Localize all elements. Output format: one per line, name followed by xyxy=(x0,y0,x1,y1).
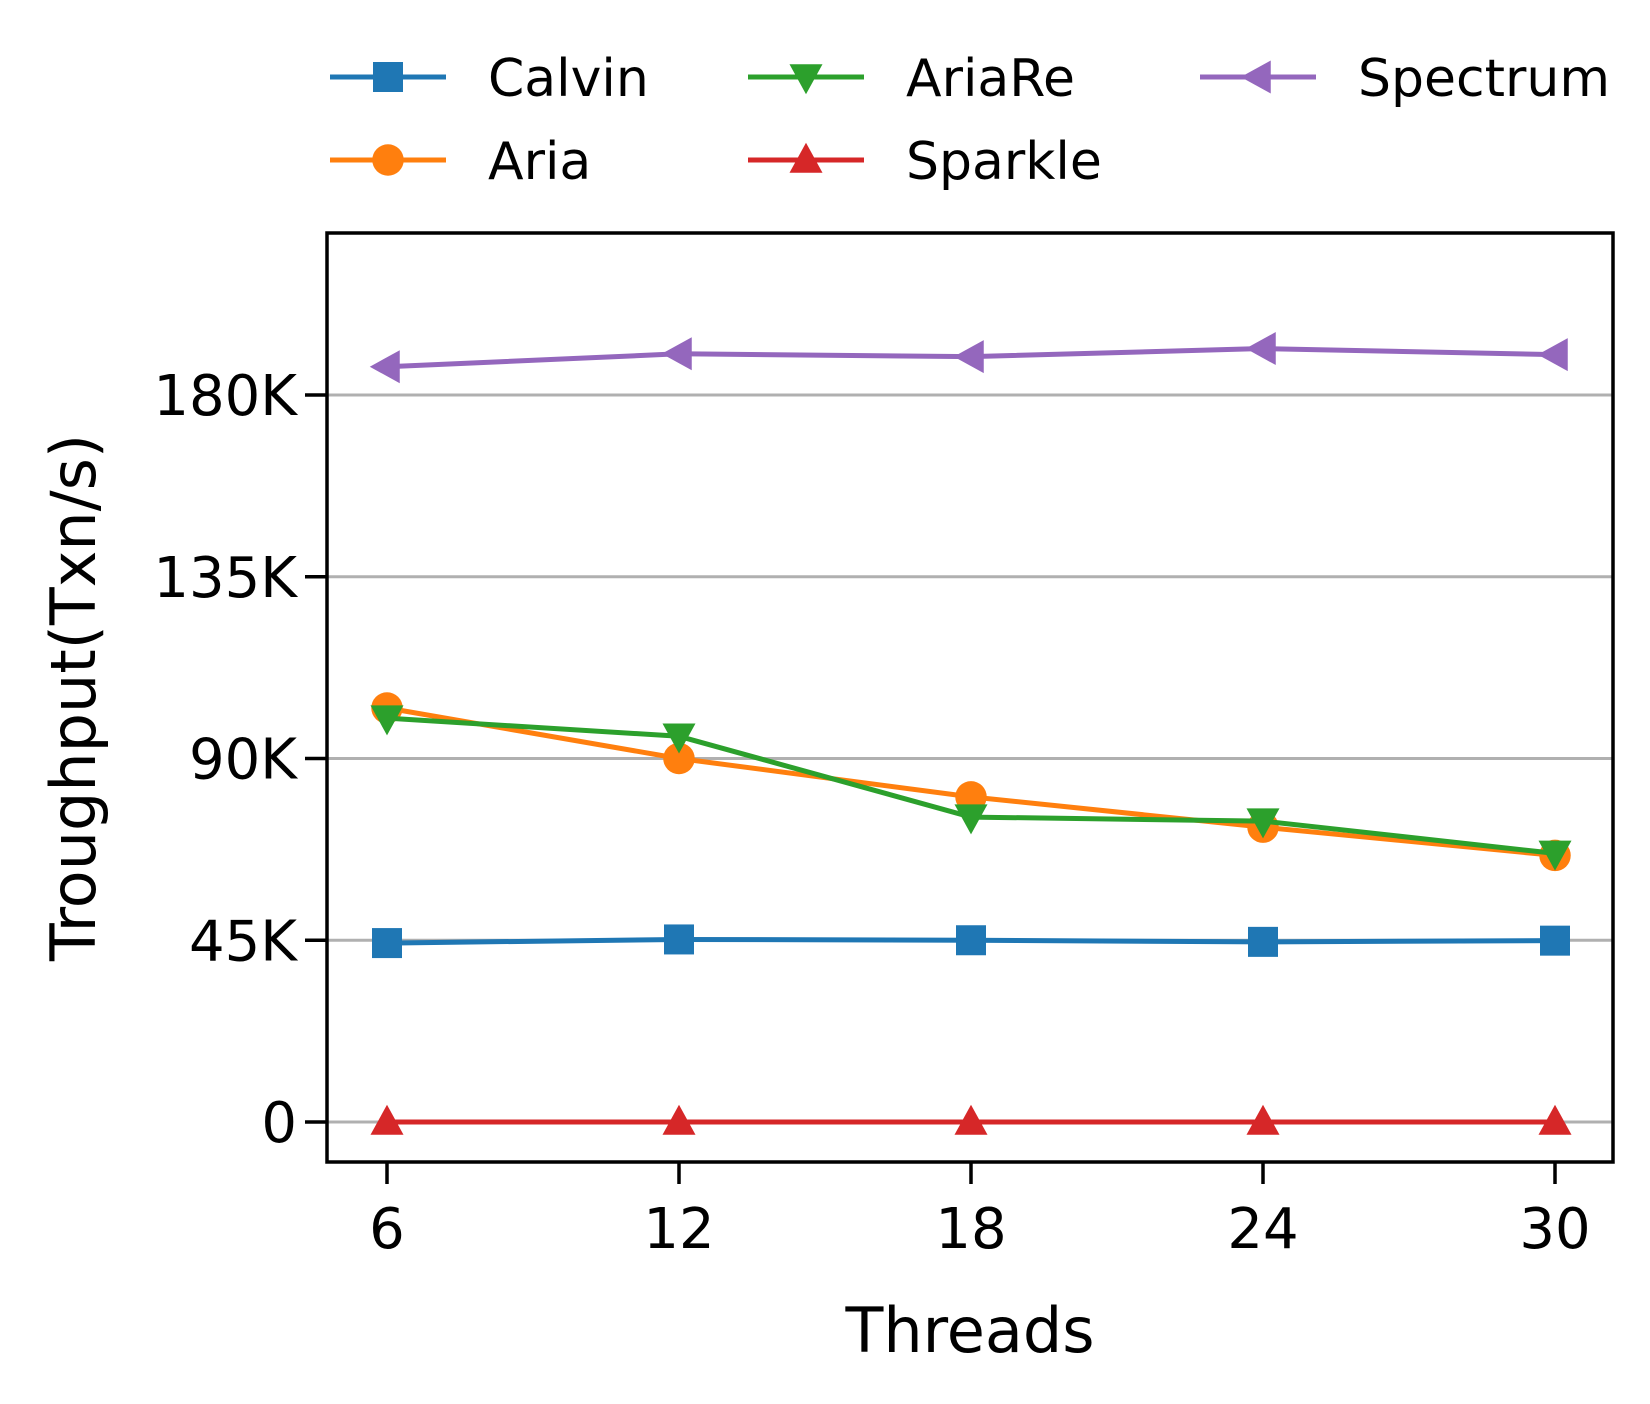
x-tick-label: 18 xyxy=(935,1197,1006,1262)
series-calvin xyxy=(372,924,1570,959)
y-tick-label: 45K xyxy=(189,909,298,974)
data-point-sparkle xyxy=(370,1104,404,1135)
data-point-sparkle xyxy=(1246,1104,1280,1135)
legend: Calvin Aria AriaRe Sparkle Spectrum xyxy=(330,49,1610,192)
data-point-sparkle xyxy=(1538,1104,1572,1135)
data-point-sparkle xyxy=(662,1104,696,1135)
legend-item-spectrum: Spectrum xyxy=(1200,49,1610,109)
data-point-aria xyxy=(663,742,695,775)
grid-lines xyxy=(327,393,1613,1124)
series-layer xyxy=(369,332,1572,1135)
legend-marker xyxy=(1240,60,1271,94)
plot-frame xyxy=(325,231,1615,1164)
x-axis-label: Threads xyxy=(844,1294,1094,1367)
y-axis-label: Troughput(Txn/s) xyxy=(37,434,110,962)
legend-marker xyxy=(372,144,404,176)
data-point-spectrum xyxy=(1245,332,1276,366)
data-point-ariare xyxy=(662,723,696,754)
data-point-calvin xyxy=(372,928,402,959)
legend-item-sparkle: Sparkle xyxy=(748,132,1102,192)
y-tick-label: 135K xyxy=(153,546,298,611)
y-tick-label: 0 xyxy=(261,1091,297,1156)
legend-label: Spectrum xyxy=(1358,49,1610,109)
series-ariare xyxy=(370,705,1572,871)
data-point-spectrum xyxy=(1537,338,1568,372)
x-tick-label: 24 xyxy=(1227,1197,1298,1262)
series-aria xyxy=(371,692,1571,872)
data-point-spectrum xyxy=(953,340,984,374)
data-point-calvin xyxy=(664,924,694,955)
legend-marker xyxy=(373,62,403,92)
x-tick-label: 6 xyxy=(369,1197,405,1262)
legend-label: AriaRe xyxy=(906,49,1075,109)
series-spectrum xyxy=(369,332,1568,384)
legend-label: Calvin xyxy=(488,49,649,109)
legend-label: Sparkle xyxy=(906,132,1102,192)
data-point-calvin xyxy=(1540,925,1570,956)
data-point-sparkle xyxy=(954,1104,988,1135)
legend-marker xyxy=(789,142,823,173)
axes: 0 45K 90K 135K 180K 6 12 18 24 30 xyxy=(153,364,1590,1262)
x-tick-label: 12 xyxy=(643,1197,714,1262)
data-point-calvin xyxy=(1248,926,1278,957)
data-point-ariare xyxy=(370,705,404,736)
y-tick-label: 180K xyxy=(153,364,298,429)
legend-item-calvin: Calvin xyxy=(330,49,649,109)
data-point-calvin xyxy=(956,925,986,956)
legend-marker xyxy=(789,64,823,95)
y-tick-label: 90K xyxy=(189,728,298,793)
legend-item-ariare: AriaRe xyxy=(748,49,1075,109)
data-point-spectrum xyxy=(661,337,692,371)
data-point-ariare xyxy=(1246,808,1280,839)
legend-label: Aria xyxy=(488,132,591,192)
series-sparkle xyxy=(370,1104,1572,1135)
data-point-ariare xyxy=(954,804,988,835)
x-tick-label: 30 xyxy=(1519,1197,1590,1262)
data-point-spectrum xyxy=(369,350,400,384)
data-point-ariare xyxy=(1538,840,1572,871)
legend-item-aria: Aria xyxy=(330,132,591,192)
